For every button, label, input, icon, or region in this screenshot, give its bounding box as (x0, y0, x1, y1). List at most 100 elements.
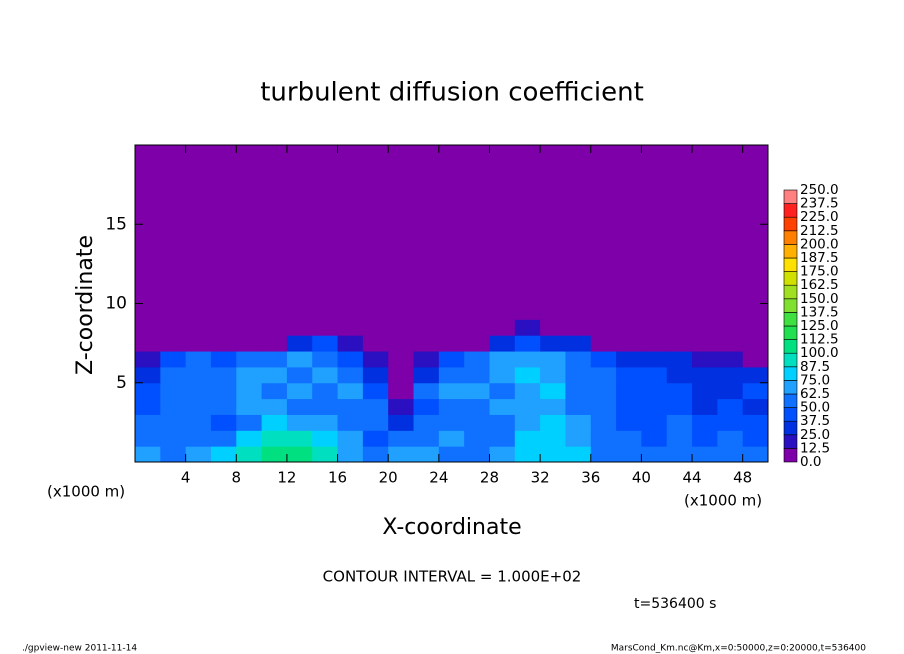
heat-cell (337, 398, 364, 415)
heat-cell (641, 382, 668, 400)
colorbar-box (783, 448, 798, 463)
heat-cell (742, 382, 769, 400)
heat-cell (717, 319, 744, 336)
heat-cell (185, 414, 212, 431)
heat-cell (692, 335, 718, 352)
heat-cell (590, 414, 617, 431)
heat-cell (236, 446, 263, 463)
heat-cell (160, 414, 187, 431)
heat-cell (236, 366, 263, 384)
heat-cell (616, 335, 642, 352)
heat-cell (185, 319, 212, 336)
heat-cell (135, 382, 161, 400)
heat-cell (540, 430, 566, 447)
x-tick-label: 28 (480, 469, 499, 487)
heat-cell (464, 382, 490, 400)
heat-cell (337, 335, 364, 352)
heat-cell (135, 335, 161, 352)
x-tick-label: 36 (581, 469, 600, 487)
heat-cell (438, 430, 465, 447)
y-tick-label: 10 (105, 294, 127, 314)
colorbar-label: 187.5 (800, 250, 839, 266)
heat-cell (135, 430, 161, 447)
colorbar-label: 162.5 (800, 277, 839, 293)
heat-cell (590, 382, 617, 400)
heat-cell (362, 351, 389, 368)
heat-cell (742, 446, 769, 463)
heat-cell (514, 366, 541, 384)
footer-left: ./gpview-new 2011-11-14 (22, 644, 137, 654)
chart-title: turbulent diffusion coefficient (260, 78, 644, 108)
heat-cell (210, 382, 237, 400)
heat-cell (489, 303, 516, 320)
colorbar-label: 100.0 (800, 345, 839, 361)
heat-cell (160, 398, 187, 415)
heat-cell (261, 414, 288, 431)
colorbar-box (783, 312, 798, 327)
heat-cell (388, 319, 415, 336)
heat-cell (286, 414, 313, 431)
colorbar-box (783, 420, 798, 436)
heat-cell (590, 303, 617, 320)
heat-cell (438, 446, 465, 463)
heat-cell (717, 351, 744, 368)
heat-cell (742, 351, 769, 368)
colorbar-box (783, 203, 798, 218)
heat-cell (210, 366, 237, 384)
heat-cell (742, 430, 769, 447)
colorbar-label: 125.0 (800, 318, 839, 334)
heat-cell (160, 303, 187, 320)
heat-cell (413, 414, 440, 431)
heat-cell (185, 430, 212, 447)
heat-cell (337, 446, 364, 463)
colorbar-label: 200.0 (800, 236, 839, 252)
heat-cell (388, 351, 415, 368)
heat-cell (590, 335, 617, 352)
x-tick-label: 40 (632, 469, 651, 487)
heat-cell (236, 319, 263, 336)
heat-cell (489, 335, 516, 352)
x-tick-label: 20 (379, 469, 398, 487)
heat-cell (464, 446, 490, 463)
heat-cell (666, 446, 693, 463)
heat-cell (388, 430, 415, 447)
colorbar-box (783, 393, 798, 408)
heat-cell (337, 414, 364, 431)
heat-cell (286, 366, 313, 384)
heat-cell (565, 382, 592, 400)
heat-cell (160, 319, 187, 336)
heat-cell (362, 398, 389, 415)
heat-cell (565, 430, 592, 447)
heat-cell (616, 351, 642, 368)
heat-cell (514, 446, 541, 463)
heat-cell (236, 414, 263, 431)
heat-cell (312, 319, 339, 336)
heat-cell (616, 446, 642, 463)
heat-cell (337, 430, 364, 447)
x-unit-label: (x1000 m) (684, 492, 762, 510)
heat-cell (362, 319, 389, 336)
heat-cell (210, 351, 237, 368)
heat-cell (742, 319, 769, 336)
heat-cell (388, 303, 415, 320)
heat-cell (666, 398, 693, 415)
heat-cell (666, 414, 693, 431)
heat-cell (666, 430, 693, 447)
heat-cell (210, 414, 237, 431)
heat-cell (438, 382, 465, 400)
heat-cell (312, 414, 339, 431)
heat-cell (210, 303, 237, 320)
colorbar-label: 50.0 (800, 400, 830, 416)
heat-cell (261, 351, 288, 368)
heat-cell (261, 366, 288, 384)
heat-cell (438, 335, 465, 352)
colorbar-box (783, 366, 798, 381)
heat-cell (210, 446, 237, 463)
heat-cell (692, 382, 718, 400)
heat-cell (236, 335, 263, 352)
x-tick-label: 8 (232, 469, 242, 487)
heat-cell (565, 303, 592, 320)
heat-cell (362, 430, 389, 447)
x-tick-label: 16 (328, 469, 347, 487)
heat-cell (236, 382, 263, 400)
